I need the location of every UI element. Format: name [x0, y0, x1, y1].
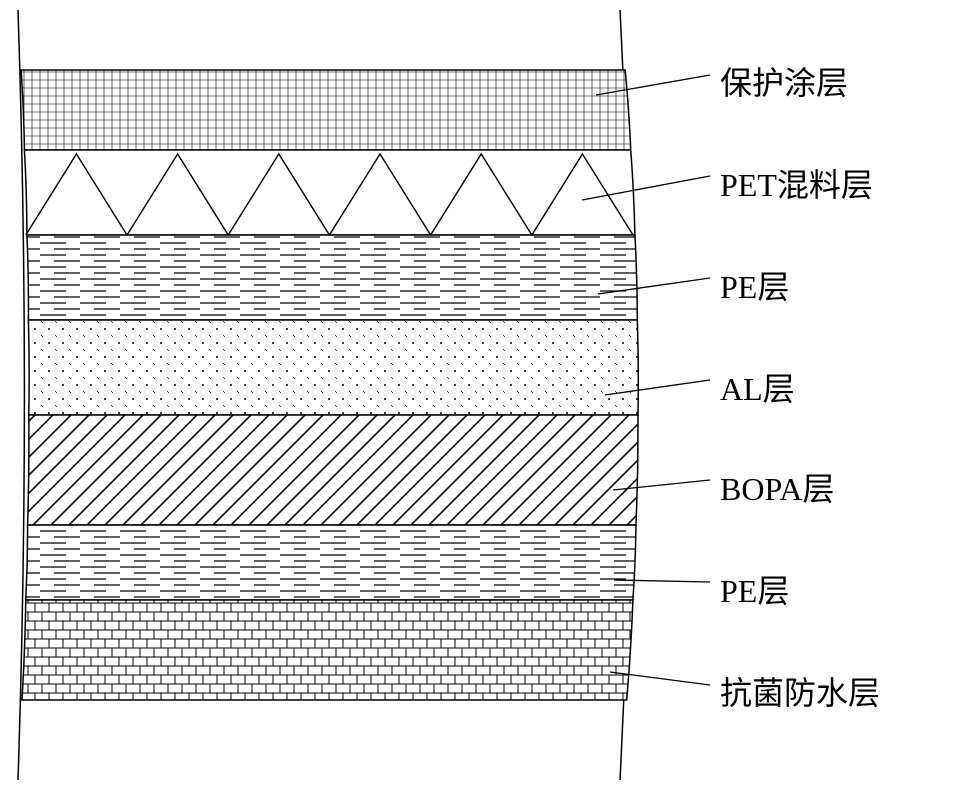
layer-pet-mix	[24, 150, 710, 235]
label-pe-lower: PE层	[720, 566, 789, 612]
label-bopa: BOPA层	[720, 464, 834, 510]
diagram-container: 保护涂层 PET混料层 PE层 AL层 BOPA层 PE层抗菌防水层	[0, 0, 963, 795]
layer-pe-lower	[13, 525, 710, 600]
layer-bopa	[13, 415, 710, 525]
layer-protective-coating	[13, 70, 710, 150]
layer-antibacterial-waterproof	[13, 600, 710, 700]
layer-al	[13, 320, 710, 415]
label-al: AL层	[720, 364, 795, 410]
label-antibacterial-waterproof: 抗菌防水层	[720, 668, 880, 714]
layer-pe-upper	[13, 235, 710, 320]
label-pe-upper: PE层	[720, 262, 789, 308]
label-pet-mix: PET混料层	[720, 160, 873, 206]
label-protective-coating: 保护涂层	[720, 58, 848, 104]
